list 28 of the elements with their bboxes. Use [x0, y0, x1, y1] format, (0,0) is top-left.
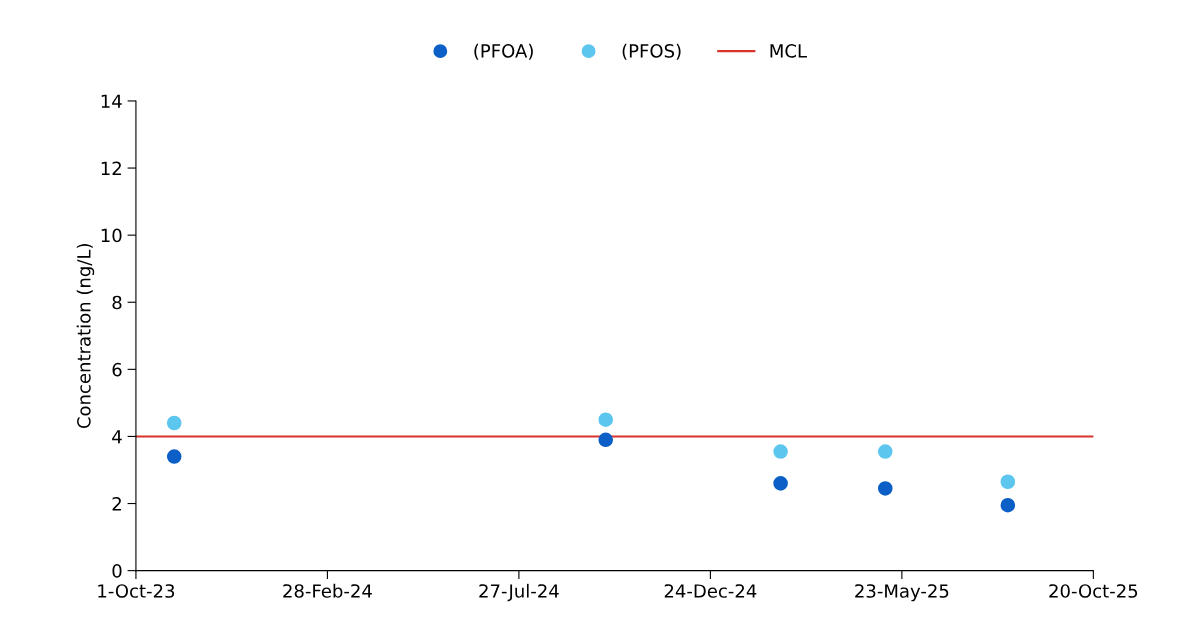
legend-label: MCL: [770, 44, 807, 58]
x-tick-label: 23-May-25: [855, 584, 949, 602]
point: [598, 412, 613, 427]
y-tick-label: 0: [112, 564, 122, 578]
point: [773, 444, 788, 459]
point: [877, 444, 893, 459]
y-tick-label: 14: [101, 94, 122, 108]
point: [166, 449, 182, 464]
legend-label: (PFOA): [474, 43, 533, 60]
point: [1000, 497, 1016, 513]
x-tick-label: 24-Dec-24: [664, 584, 757, 598]
x-tick-label: 20-Oct-25: [1049, 584, 1138, 598]
y-axis-title: Concentration (ng/L): [76, 244, 95, 429]
x-tick-label: 27-Jul-24: [479, 583, 559, 602]
point: [1000, 474, 1016, 490]
point: [877, 481, 893, 496]
point: [773, 476, 788, 491]
point: [166, 415, 182, 431]
y-tick-label: 4: [112, 430, 122, 444]
legend-label: (PFOS): [622, 43, 681, 60]
point: [598, 432, 613, 448]
y-tick-label: 2: [112, 496, 121, 511]
y-tick-label: 12: [101, 161, 121, 175]
x-tick-label: 28-Feb-24: [283, 583, 372, 598]
y-tick-label: 6: [112, 362, 122, 377]
x-tick-label: 1-Oct-23: [98, 584, 175, 598]
y-tick-label: 10: [101, 228, 122, 243]
y-tick-label: 8: [112, 295, 122, 310]
